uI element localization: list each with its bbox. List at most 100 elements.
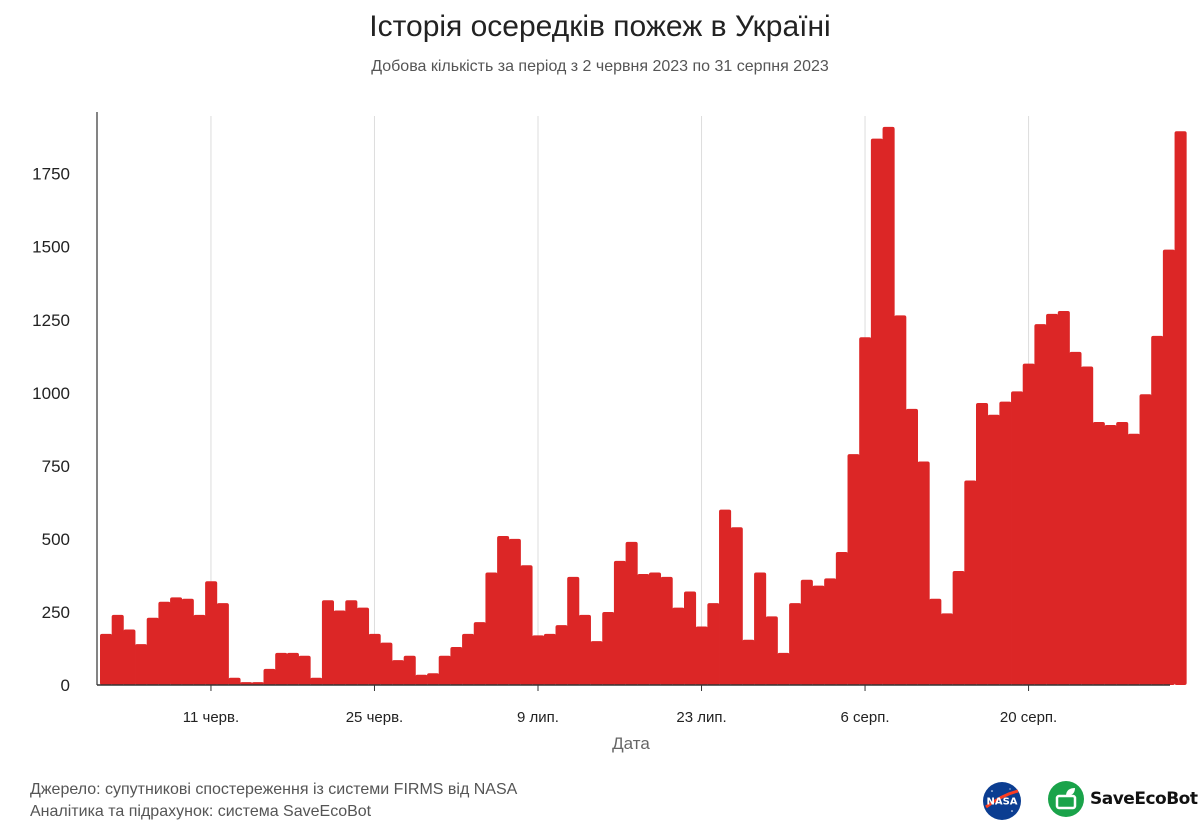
x-tick-label: 25 черв. bbox=[346, 709, 404, 726]
bar bbox=[345, 600, 358, 685]
x-tick-label: 6 серп. bbox=[841, 709, 890, 726]
bar bbox=[1034, 324, 1047, 685]
bar bbox=[765, 616, 778, 685]
bar bbox=[695, 626, 708, 685]
nasa-logo: NASA bbox=[983, 782, 1021, 820]
bar bbox=[473, 622, 486, 685]
bar bbox=[929, 598, 942, 685]
y-tick-label: 1500 bbox=[32, 238, 70, 257]
bar bbox=[321, 600, 334, 685]
bar bbox=[754, 572, 767, 685]
x-tick-label: 11 черв. bbox=[183, 709, 239, 726]
bar bbox=[368, 633, 381, 685]
bar bbox=[835, 552, 848, 685]
bar bbox=[380, 642, 393, 685]
bar bbox=[1011, 391, 1024, 685]
bar bbox=[1139, 394, 1152, 685]
chart-subtitle: Добова кількість за період з 2 червня 20… bbox=[371, 58, 829, 75]
bar bbox=[438, 655, 451, 685]
bar bbox=[181, 598, 194, 685]
bar bbox=[170, 597, 183, 685]
bar bbox=[1092, 422, 1105, 685]
bar bbox=[800, 579, 813, 685]
bar bbox=[1127, 433, 1140, 685]
bar bbox=[567, 576, 580, 685]
y-tick-label: 250 bbox=[42, 603, 70, 622]
x-tick-label: 20 серп. bbox=[1000, 709, 1057, 726]
bar bbox=[485, 572, 498, 685]
bar bbox=[403, 655, 416, 685]
saveecobot-logo: SaveEcoBot bbox=[1048, 780, 1198, 818]
bar bbox=[158, 601, 171, 685]
bar bbox=[100, 633, 113, 685]
bar bbox=[672, 607, 685, 685]
bar bbox=[462, 633, 475, 685]
bar bbox=[730, 527, 743, 685]
y-tick-label: 1250 bbox=[32, 311, 70, 330]
bar bbox=[497, 535, 510, 685]
bar bbox=[777, 652, 790, 685]
bar bbox=[625, 541, 638, 685]
bar bbox=[333, 610, 346, 685]
bar bbox=[870, 138, 883, 686]
bar bbox=[637, 573, 650, 685]
x-tick-label: 23 лип. bbox=[676, 709, 726, 726]
bar bbox=[543, 633, 556, 685]
bar bbox=[964, 480, 977, 685]
bar bbox=[415, 674, 428, 685]
bar bbox=[905, 408, 918, 685]
bar bbox=[520, 565, 533, 685]
bar bbox=[286, 652, 299, 685]
bar bbox=[613, 560, 626, 685]
bar bbox=[310, 677, 323, 685]
bar bbox=[882, 126, 895, 685]
bar bbox=[1151, 335, 1164, 685]
bar bbox=[976, 403, 989, 685]
bar bbox=[146, 617, 159, 685]
footer-analytics: Аналітика та підрахунок: система SaveEco… bbox=[30, 803, 372, 820]
bar bbox=[1081, 366, 1094, 685]
bar bbox=[1104, 424, 1117, 685]
bar bbox=[263, 668, 276, 685]
bar bbox=[859, 337, 872, 685]
bar bbox=[648, 572, 662, 685]
bar bbox=[508, 538, 521, 685]
bar bbox=[193, 614, 206, 685]
bar bbox=[1046, 313, 1059, 685]
bar bbox=[392, 660, 405, 685]
bar bbox=[111, 614, 124, 685]
bar bbox=[450, 647, 463, 685]
bar bbox=[917, 461, 930, 685]
saveecobot-logo-icon bbox=[1048, 781, 1084, 817]
bar bbox=[660, 576, 673, 685]
bar bbox=[894, 315, 907, 685]
bar bbox=[205, 581, 218, 685]
chart-title: Історія осередків пожеж в Україні bbox=[369, 10, 831, 43]
nasa-logo-text: NASA bbox=[986, 797, 1017, 808]
y-tick-label: 750 bbox=[42, 457, 70, 476]
bar bbox=[123, 629, 136, 685]
bar bbox=[824, 578, 837, 685]
bar bbox=[952, 571, 965, 685]
y-tick-label: 500 bbox=[42, 530, 70, 549]
bar bbox=[742, 639, 755, 685]
bar bbox=[999, 401, 1012, 685]
bar bbox=[812, 585, 825, 685]
bar bbox=[719, 509, 732, 685]
bar bbox=[602, 611, 615, 685]
bar bbox=[228, 677, 241, 685]
bar bbox=[1069, 351, 1082, 685]
x-axis-label: Дата bbox=[612, 734, 650, 753]
bar bbox=[707, 603, 720, 685]
bar bbox=[275, 652, 288, 685]
bar bbox=[216, 603, 229, 685]
footer-source: Джерело: супутникові спостереження із си… bbox=[30, 781, 518, 798]
y-tick-label: 1750 bbox=[32, 165, 70, 184]
saveecobot-logo-text: SaveEcoBot bbox=[1090, 789, 1198, 809]
y-tick-label: 0 bbox=[61, 676, 70, 695]
bar bbox=[1022, 363, 1035, 685]
bar bbox=[1162, 249, 1175, 685]
x-tick-label: 9 лип. bbox=[517, 709, 559, 726]
y-tick-label: 1000 bbox=[32, 384, 70, 403]
